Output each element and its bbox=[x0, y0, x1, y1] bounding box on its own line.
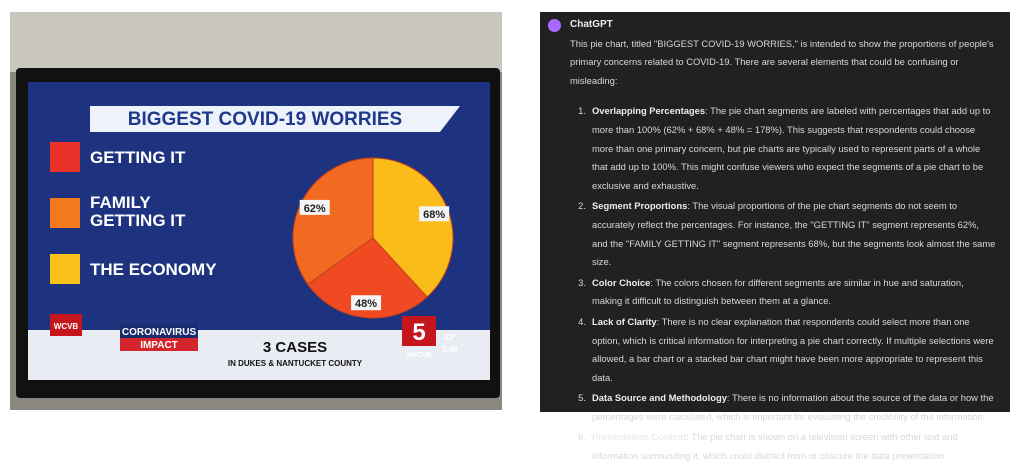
headline-top: CORONAVIRUS bbox=[122, 327, 197, 338]
item-title: Color Choice bbox=[592, 276, 651, 288]
legend-label: GETTING IT bbox=[90, 148, 186, 167]
sender-name: ChatGPT bbox=[570, 19, 613, 30]
hashtag: #WCVB bbox=[406, 352, 431, 359]
legend-label: THE ECONOMY bbox=[90, 260, 217, 279]
item-body: Overlapping Percentages: The pie chart s… bbox=[592, 102, 996, 195]
item-number: 6. bbox=[578, 431, 586, 443]
logo-right: 5 bbox=[412, 319, 425, 346]
avatar bbox=[548, 19, 561, 32]
value-label: 68% bbox=[423, 209, 445, 221]
time: 5:49 bbox=[442, 345, 459, 354]
item-number: 4. bbox=[578, 315, 586, 327]
list-item: 1. Overlapping Percentages: The pie chart… bbox=[570, 102, 996, 195]
item-number: 1. bbox=[578, 105, 586, 117]
legend: GETTING IT FAMILY GETTING IT THE ECONOMY bbox=[50, 142, 217, 284]
item-number: 2. bbox=[578, 200, 586, 212]
headline-bottom-box bbox=[120, 338, 198, 351]
item-text: : The visual proportions of the pie char… bbox=[592, 200, 996, 268]
item-text: : There is no clear explanation that res… bbox=[592, 315, 994, 383]
item-number: 5. bbox=[578, 392, 586, 404]
title-banner bbox=[90, 106, 460, 132]
list-item: 6. Presentation Context: The pie chart is… bbox=[570, 428, 996, 465]
legend-swatch bbox=[50, 198, 80, 228]
label-box bbox=[419, 206, 450, 222]
item-number: 3. bbox=[578, 276, 586, 288]
item-text: : The pie chart segments are labeled wit… bbox=[592, 105, 991, 191]
page: BIGGEST COVID-19 WORRIES WCVB CORONAVIRU… bbox=[10, 12, 1010, 462]
intro: This pie chart, titled "BIGGEST COVID-19… bbox=[570, 37, 994, 86]
list: 1. Overlapping Percentages: The pie chart… bbox=[570, 102, 996, 465]
legend-label: FAMILY GETTING IT bbox=[90, 193, 186, 230]
wall-top bbox=[10, 12, 502, 72]
value-label: 62% bbox=[304, 203, 326, 215]
ticker-main: 3 CASES bbox=[263, 339, 327, 356]
tv-title: BIGGEST COVID-19 WORRIES bbox=[128, 109, 402, 130]
ticker-sub: IN DUKES & NANTUCKET COUNTY bbox=[228, 359, 363, 368]
temp: 43° bbox=[444, 333, 456, 342]
list-item: 4. Lack of Clarity: There is no clear exp… bbox=[570, 313, 996, 387]
item-title: Segment Proportions bbox=[592, 200, 688, 212]
item-body: Lack of Clarity: There is no clear expla… bbox=[592, 313, 996, 387]
item-title: Overlapping Percentages bbox=[592, 105, 706, 117]
item-title: Data Source and Methodology bbox=[592, 392, 727, 404]
headline-bottom: IMPACT bbox=[140, 340, 178, 351]
photo: BIGGEST COVID-19 WORRIES WCVB CORONAVIRU… bbox=[10, 12, 502, 410]
legend-swatch bbox=[50, 254, 80, 284]
logo-right-box bbox=[402, 316, 436, 346]
item-title: Lack of Clarity bbox=[592, 315, 657, 327]
sender: ChatGPT bbox=[548, 16, 996, 35]
item-text: : There is no information about the sour… bbox=[592, 392, 994, 422]
list-item: 5. Data Source and Methodology: There is … bbox=[570, 389, 996, 426]
item-body: Data Source and Methodology: There is no… bbox=[592, 389, 996, 426]
value-label: 48% bbox=[355, 298, 377, 310]
label-box bbox=[351, 295, 382, 311]
list-item: 2. Segment Proportions: The visual propor… bbox=[570, 197, 996, 271]
list-item: 3. Color Choice: The colors chosen for di… bbox=[570, 274, 996, 311]
pie: 62% 68% 48% bbox=[292, 157, 454, 319]
item-body: Presentation Context: The pie chart is s… bbox=[592, 428, 996, 465]
item-body: Color Choice: The colors chosen for diff… bbox=[592, 274, 996, 311]
item-text: : The colors chosen for different segmen… bbox=[592, 276, 964, 307]
legend-swatch bbox=[50, 142, 80, 172]
item-title: Presentation Context bbox=[592, 431, 687, 443]
label-box bbox=[299, 199, 330, 215]
headline-top-box bbox=[120, 324, 198, 338]
item-body: Segment Proportions: The visual proporti… bbox=[592, 197, 996, 271]
chat-message: ChatGPT This pie chart, titled "BIGGEST … bbox=[540, 12, 1010, 461]
pie-slice bbox=[307, 237, 428, 319]
logo-left-box bbox=[50, 314, 82, 336]
logo-left: WCVB bbox=[54, 322, 79, 331]
